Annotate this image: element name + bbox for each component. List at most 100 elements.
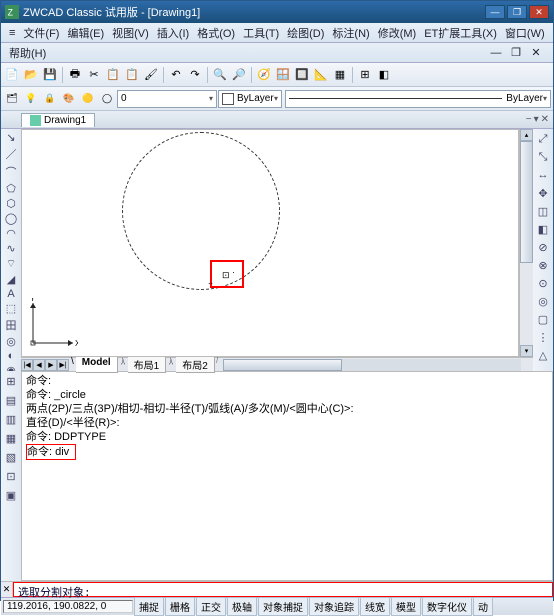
draw-tool-button[interactable]: ◎ xyxy=(3,335,19,348)
draw-tool-button[interactable]: ◐ xyxy=(3,350,19,362)
draw-tool-button[interactable]: ∿ xyxy=(3,242,19,255)
modify-tool-button[interactable]: ⤡ xyxy=(535,149,551,165)
menu-item[interactable]: 视图(V) xyxy=(108,26,153,42)
menu-item[interactable]: 文件(F) xyxy=(19,26,63,42)
tab-nav-button[interactable]: ▶| xyxy=(57,359,69,371)
scroll-track[interactable] xyxy=(520,141,533,345)
tab-nav-button[interactable]: ◀ xyxy=(33,359,45,371)
draw-tool-button[interactable]: 田 xyxy=(3,317,19,333)
draw-tool-button[interactable]: ⬠ xyxy=(3,182,19,195)
toolbar-button[interactable]: ↶ xyxy=(167,66,185,84)
status-toggle[interactable]: 正交 xyxy=(196,597,226,616)
toolbar-button[interactable]: 📂 xyxy=(22,66,40,84)
tab-nav-button[interactable]: ▶ xyxy=(45,359,57,371)
linetype-dropdown[interactable]: ByLayer ▾ xyxy=(285,90,551,108)
modify-tool-button[interactable]: ⤢ xyxy=(535,131,551,147)
draw-tool-button[interactable]: ⬚ xyxy=(3,302,19,315)
menu-glyph[interactable]: ≡ xyxy=(5,25,19,41)
draw-tool-button[interactable]: A xyxy=(3,288,19,300)
status-toggle[interactable]: 极轴 xyxy=(227,597,257,616)
document-tab[interactable]: Drawing1 xyxy=(21,113,95,127)
draw-tool-button[interactable]: ／ xyxy=(3,146,19,162)
panel-tool-button[interactable]: ▧ xyxy=(3,449,19,465)
modify-tool-button[interactable]: ⊗ xyxy=(535,257,551,273)
layer-tool-icon[interactable]: 🎨 xyxy=(60,90,78,108)
panel-tool-button[interactable]: ▥ xyxy=(3,411,19,427)
layout-tab[interactable]: 布局1 xyxy=(128,356,167,373)
scrollbar-vertical[interactable]: ▴ ▾ xyxy=(519,129,533,357)
tab-close-button[interactable]: ✕ xyxy=(541,114,549,125)
menu-item[interactable]: 标注(N) xyxy=(328,26,373,42)
status-toggle[interactable]: 对象捕捉 xyxy=(258,597,308,616)
layer-tool-icon[interactable]: 🔒 xyxy=(41,90,59,108)
prompt-close-button[interactable]: ✕ xyxy=(1,582,13,597)
toolbar-button[interactable]: 📐 xyxy=(312,66,330,84)
modify-tool-button[interactable]: ✥ xyxy=(535,185,551,201)
menu-item[interactable]: 帮助(H) xyxy=(5,46,50,62)
scroll-up-icon[interactable]: ▴ xyxy=(520,129,533,141)
tab-dash-button[interactable]: − xyxy=(526,114,532,125)
status-toggle[interactable]: 栅格 xyxy=(165,597,195,616)
doc-max-icon[interactable]: ❐ xyxy=(507,44,525,62)
scroll-down-icon[interactable]: ▾ xyxy=(520,345,533,357)
modify-tool-button[interactable]: ▢ xyxy=(535,311,551,327)
modify-tool-button[interactable]: ◫ xyxy=(535,203,551,219)
modify-tool-button[interactable]: ⋮ xyxy=(535,329,551,345)
toolbar-button[interactable]: 🔲 xyxy=(293,66,311,84)
layer-tool-icon[interactable]: 🟡 xyxy=(79,90,97,108)
toolbar-button[interactable]: 🖌 xyxy=(142,66,160,84)
status-toggle[interactable]: 线宽 xyxy=(360,597,390,616)
min-button[interactable]: — xyxy=(485,5,505,19)
menu-item[interactable]: 编辑(E) xyxy=(63,26,108,42)
layout-tab[interactable]: 布局2 xyxy=(176,356,215,373)
panel-tool-button[interactable]: ▤ xyxy=(3,392,19,408)
draw-tool-button[interactable]: ◯ xyxy=(3,212,19,225)
toolbar-button[interactable]: 🔍 xyxy=(211,66,229,84)
panel-tool-button[interactable]: ⊡ xyxy=(3,468,19,484)
modify-tool-button[interactable]: ⊘ xyxy=(535,239,551,255)
command-prompt[interactable]: 选取分割对象: xyxy=(13,582,553,597)
modify-tool-button[interactable]: ◎ xyxy=(535,293,551,309)
panel-tool-button[interactable]: ⊞ xyxy=(3,373,19,389)
scroll-thumb[interactable] xyxy=(520,141,533,263)
modify-tool-button[interactable]: △ xyxy=(535,347,551,363)
layer-dropdown[interactable]: 0 ▾ xyxy=(117,90,217,108)
modify-tool-button[interactable]: ↔ xyxy=(535,167,551,183)
menu-item[interactable]: ET扩展工具(X) xyxy=(420,26,501,42)
menu-item[interactable]: 修改(M) xyxy=(374,26,421,42)
menu-item[interactable]: 绘图(D) xyxy=(283,26,328,42)
layer-tool-icon[interactable]: 💡 xyxy=(22,90,40,108)
menu-item[interactable]: 窗口(W) xyxy=(501,26,549,42)
menu-item[interactable]: 格式(O) xyxy=(193,26,239,42)
layer-tool-icon[interactable]: 🗂 xyxy=(3,90,21,108)
toolbar-button[interactable]: 📋 xyxy=(104,66,122,84)
panel-tool-button[interactable]: ▦ xyxy=(3,430,19,446)
toolbar-button[interactable]: ✂ xyxy=(85,66,103,84)
toolbar-button[interactable]: 📄 xyxy=(3,66,21,84)
close-button[interactable]: ✕ xyxy=(529,5,549,19)
draw-tool-button[interactable]: ⬡ xyxy=(3,197,19,210)
modify-tool-button[interactable]: ◧ xyxy=(535,221,551,237)
draw-tool-button[interactable]: ◢ xyxy=(3,273,19,286)
toolbar-button[interactable]: ⊞ xyxy=(356,66,374,84)
scroll-thumb[interactable] xyxy=(223,359,342,371)
tab-menu-button[interactable]: ▾ xyxy=(534,114,539,125)
layer-tool-icon[interactable]: ◯ xyxy=(98,90,116,108)
toolbar-button[interactable]: 🪟 xyxy=(274,66,292,84)
toolbar-button[interactable]: ◧ xyxy=(375,66,393,84)
toolbar-button[interactable]: 🧭 xyxy=(255,66,273,84)
scrollbar-horizontal[interactable] xyxy=(223,359,521,371)
draw-tool-button[interactable]: ⌒ xyxy=(3,164,19,180)
draw-tool-button[interactable]: ⌔ xyxy=(3,257,19,271)
draw-tool-button[interactable]: ↘ xyxy=(3,131,19,144)
layout-tab[interactable]: Model xyxy=(76,356,118,373)
menu-item[interactable]: 工具(T) xyxy=(239,26,283,42)
toolbar-button[interactable]: 🖶 xyxy=(66,66,84,84)
toolbar-button[interactable]: 🔎 xyxy=(230,66,248,84)
draw-tool-button[interactable]: ◠ xyxy=(3,227,19,240)
modify-tool-button[interactable]: ⊙ xyxy=(535,275,551,291)
panel-tool-button[interactable]: ▣ xyxy=(3,487,19,503)
status-toggle[interactable]: 数字化仪 xyxy=(422,597,472,616)
doc-close-icon[interactable]: ✕ xyxy=(527,44,545,62)
toolbar-button[interactable]: ↷ xyxy=(186,66,204,84)
